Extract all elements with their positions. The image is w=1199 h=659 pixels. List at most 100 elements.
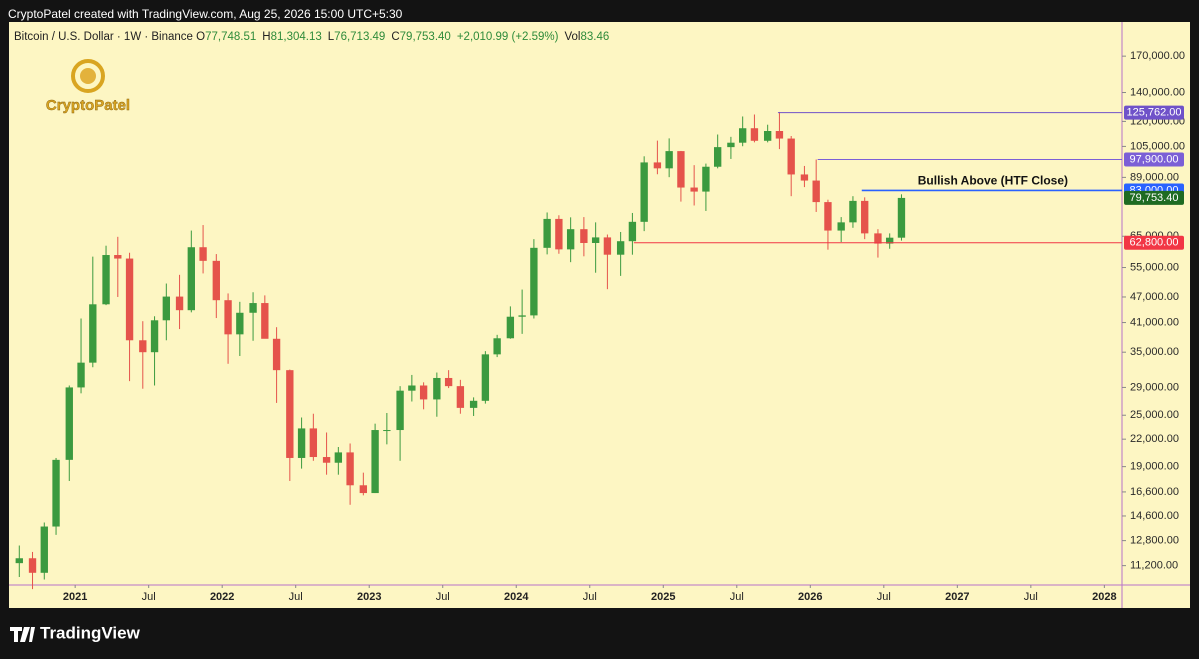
candle-body [506,316,515,339]
symbol-title: Bitcoin / U.S. Dollar · 1W · Binance [14,31,193,43]
x-tick-label: 2024 [504,591,529,603]
candle-body [52,459,60,527]
y-tick-label: 19,000.00 [1130,461,1179,473]
y-tick-label: 55,000.00 [1130,261,1179,273]
legend-key: O [196,31,206,43]
candle-body [102,255,110,305]
candle-body [837,222,845,231]
candle-body [849,200,857,223]
candle-body [727,142,735,148]
candle-body [150,320,159,353]
candle-body [812,180,820,203]
annotation: Bullish Above (HTF Close) [918,174,1068,188]
candle-body [236,312,244,335]
candle-body [272,338,281,371]
candle-body [309,428,318,458]
candle-body [162,296,170,321]
x-tick-label: 2026 [798,591,822,603]
watermark: CryptoPatel [46,97,130,114]
candle-body [114,255,122,259]
legend-value: 83.46 [580,31,610,43]
candle-body [713,147,722,167]
candle-body [433,377,441,400]
candle-body [28,558,37,573]
candle-body [775,131,784,139]
level-label: 97,900.00 [1130,153,1179,165]
y-tick-label: 140,000.00 [1130,86,1185,98]
y-tick-label: 25,000.00 [1130,409,1179,421]
candle-body [616,241,625,255]
candle-body [481,354,490,401]
level-label: 62,800.00 [1130,237,1179,249]
candle-body [640,162,648,222]
symbol-legend: Bitcoin / U.S. Dollar · 1W · Binance O77… [14,31,615,43]
y-tick-label: 41,000.00 [1130,316,1179,328]
y-tick-label: 35,000.00 [1130,346,1179,358]
candle-body [603,237,612,255]
footer-brand: TradingView [40,623,141,642]
candle-body [566,229,575,250]
attribution: CryptoPatel created with TradingView.com… [8,7,403,21]
y-tick-label: 170,000.00 [1130,50,1185,62]
candle-body [187,247,195,311]
x-tick-label: 2027 [945,591,969,603]
candle-body [212,260,220,301]
candle-body [396,390,404,431]
candle-body [139,340,147,353]
candle-body [628,221,637,242]
candle-body [787,138,795,175]
y-tick-label: 22,000.00 [1130,433,1179,445]
candle-body [286,370,294,458]
candle-body [653,162,662,169]
legend-key: C [391,31,400,43]
candle-body [359,485,368,494]
footer: TradingView [10,623,141,642]
legend-key: L [327,31,335,43]
candle-body [469,400,478,408]
candle-body [690,187,698,192]
candle-body [665,151,673,169]
legend-key: H [262,31,271,43]
candle-body [702,166,710,192]
candle-body [493,338,501,355]
candle-body [677,151,685,188]
y-tick-label: 105,000.00 [1130,140,1185,152]
candle-body [40,526,48,573]
candle-body [580,229,588,243]
x-tick-label: Jul [142,591,156,603]
y-tick-label: 16,600.00 [1130,486,1179,498]
y-tick-label: 47,000.00 [1130,291,1179,303]
candle-body [874,233,882,244]
candle-body [886,237,894,244]
x-tick-label: Jul [583,591,597,603]
candle-body [346,452,354,486]
candle-body [555,218,563,250]
candle-body [763,131,772,141]
candle-body [800,174,809,181]
legend-value: 76,713.49 [334,31,386,43]
candle-body [750,128,759,141]
candle-body [15,558,23,564]
candle-body [175,296,184,311]
candle-body [419,385,428,400]
candle-body [89,304,97,363]
y-tick-label: 14,600.00 [1130,510,1179,522]
candle-body [65,387,73,460]
logo-ring [71,59,105,93]
x-tick-label: Jul [877,591,891,603]
candle-body [591,237,600,243]
last-price-bg [1124,190,1184,205]
candle-body [518,315,526,317]
candle-body [261,303,269,339]
x-tick-label: 2028 [1092,591,1116,603]
y-tick-label: 11,200.00 [1130,560,1178,572]
candle-body [824,202,832,231]
legend-value: 77,748.51 [205,31,257,43]
x-tick-label: Jul [289,591,303,603]
x-tick-label: Jul [730,591,744,603]
candle-body [322,457,331,463]
legend-value: +2,010.99 (+2.59%) [456,31,559,43]
candle-body [738,128,747,143]
candle-body [383,430,391,432]
